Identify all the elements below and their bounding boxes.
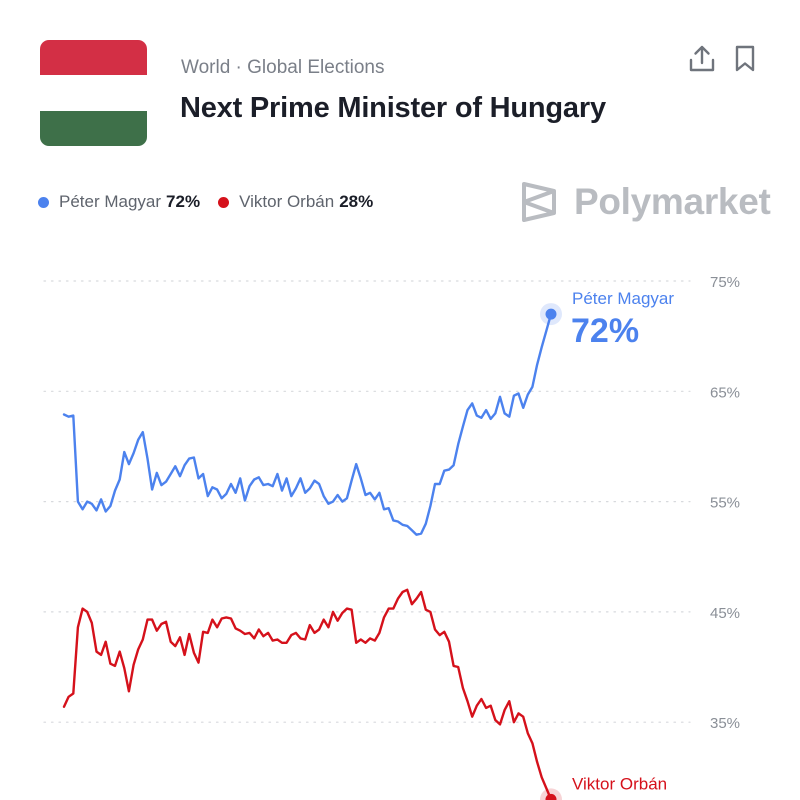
flag-band-green <box>40 110 147 146</box>
share-button[interactable] <box>688 44 716 74</box>
series-line-magyar <box>62 312 553 536</box>
legend-dot <box>218 196 230 208</box>
flag-band-red <box>40 40 147 76</box>
y-tick-label: 45% <box>710 605 740 622</box>
end-label-name: Viktor Orbán <box>572 774 667 793</box>
end-point <box>545 308 557 320</box>
legend-value: 28% <box>339 192 374 211</box>
brand-name: Polymarket <box>574 181 771 222</box>
legend-value: 72% <box>166 192 201 211</box>
y-tick-label: 35% <box>710 715 740 732</box>
end-point <box>545 793 557 800</box>
legend-label: Péter Magyar <box>59 192 162 211</box>
breadcrumb[interactable]: World · Global Elections <box>181 57 385 78</box>
end-label-name: Péter Magyar <box>572 289 674 308</box>
chart-legend: Péter Magyar 72% Viktor Orbán 28% <box>38 192 391 212</box>
bookmark-icon <box>735 45 755 72</box>
legend-item-orban[interactable]: Viktor Orbán 28% <box>218 192 373 212</box>
legend-label: Viktor Orbán <box>239 192 335 211</box>
polymarket-brand: Polymarket <box>520 180 771 224</box>
hungary-flag-icon <box>40 40 147 146</box>
bookmark-button[interactable] <box>732 44 758 74</box>
series-line-orban <box>62 588 553 800</box>
polymarket-logo-icon <box>522 182 556 222</box>
y-tick-label: 65% <box>710 384 740 401</box>
share-icon <box>689 45 715 72</box>
y-tick-label: 75% <box>710 274 740 291</box>
y-tick-label: 55% <box>710 495 740 512</box>
page-title: Next Prime Minister of Hungary <box>180 92 606 124</box>
end-label-value: 72% <box>571 312 639 350</box>
legend-item-magyar[interactable]: Péter Magyar 72% <box>38 192 200 212</box>
end-label-value: 28% <box>571 797 639 800</box>
legend-dot <box>38 196 49 208</box>
flag-band-white <box>40 75 147 111</box>
